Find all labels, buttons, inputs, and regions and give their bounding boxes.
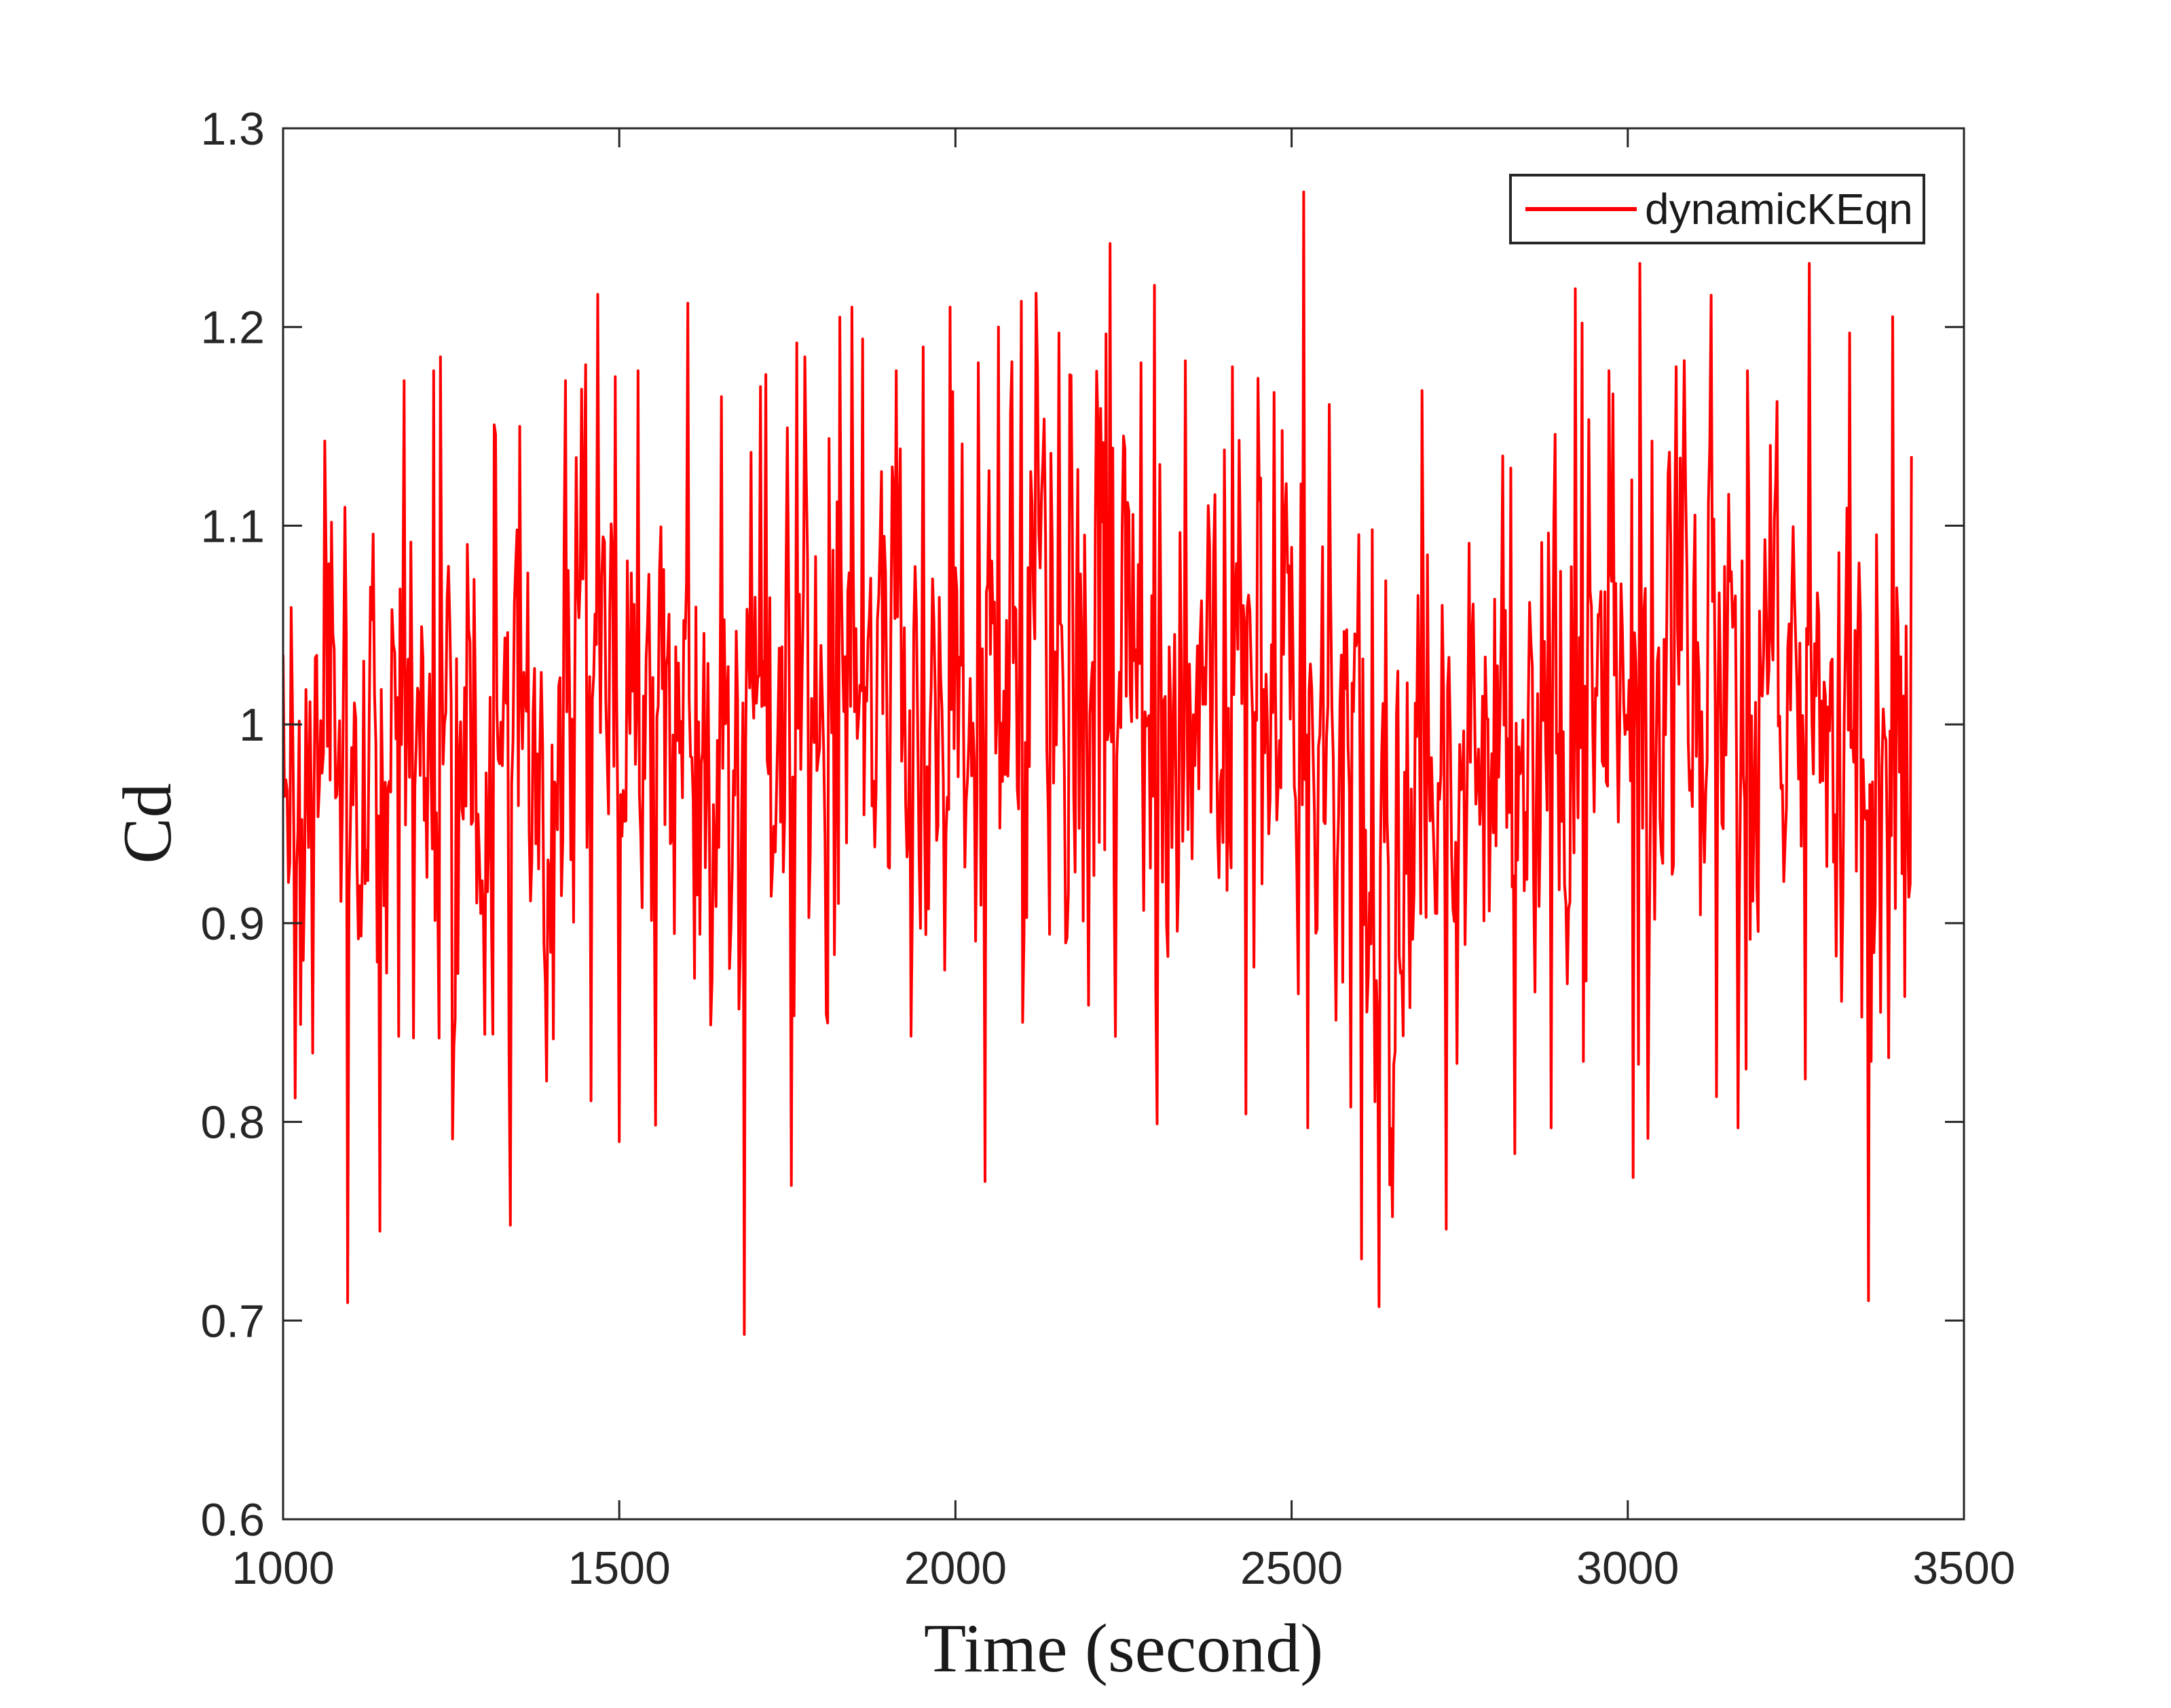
y-tick-label-0.9: 0.9	[200, 898, 265, 950]
legend-line-sample	[1525, 207, 1637, 211]
x-axis-title: Time (second)	[924, 1610, 1323, 1687]
x-tick-label-2000: 2000	[904, 1542, 1007, 1594]
x-tick-label-3500: 3500	[1912, 1542, 2015, 1594]
series-group	[283, 190, 1913, 1336]
x-tick-label-2500: 2500	[1240, 1542, 1343, 1594]
y-tick-label-1.3: 1.3	[200, 103, 265, 155]
y-tick-label-1.2: 1.2	[200, 302, 265, 354]
y-tick-label-0.7: 0.7	[200, 1295, 265, 1347]
series-line-dynamicKEqn	[283, 190, 1913, 1336]
x-tick-label-1000: 1000	[231, 1542, 334, 1594]
y-tick-label-0.8: 0.8	[200, 1097, 265, 1149]
y-tick-label-1: 1	[239, 699, 265, 751]
y-axis-title: Cd	[109, 783, 186, 864]
y-tick-label-0.6: 0.6	[200, 1494, 265, 1546]
plot-box	[282, 127, 1965, 1521]
legend-label: dynamicKEqn	[1645, 185, 1913, 234]
y-tick-label-1.1: 1.1	[200, 500, 265, 552]
x-tick-label-1500: 1500	[568, 1542, 671, 1594]
axes-frame: 1000 1500 2000 2500 3000 3500 0.6 0.7 0.8 0.9 1 1.1…	[200, 103, 2015, 1594]
legend-box: dynamicKEqn	[1509, 174, 1925, 244]
x-tick-label-3000: 3000	[1576, 1542, 1679, 1594]
